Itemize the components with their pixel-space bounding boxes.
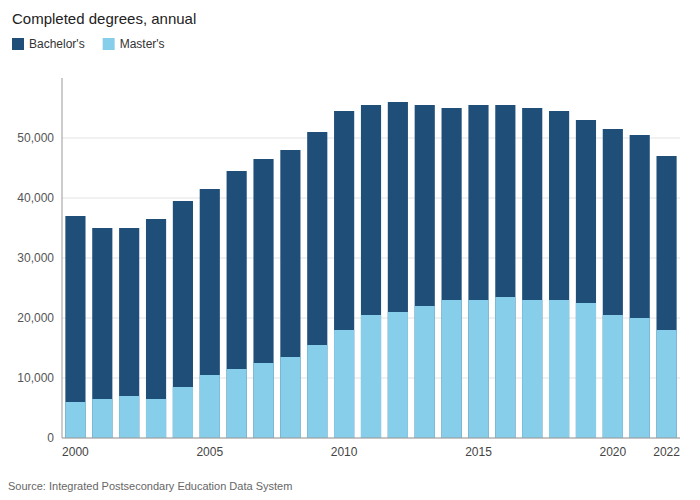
x-tick-label: 2022 (653, 445, 680, 459)
bar (468, 105, 488, 438)
bar (630, 135, 650, 438)
bar (227, 369, 247, 438)
bar (361, 105, 381, 438)
x-tick-label: 2005 (196, 445, 223, 459)
bar (280, 357, 300, 438)
bar (253, 159, 273, 438)
source-note: Source: Integrated Postsecondary Educati… (8, 480, 292, 492)
x-tick-label: 2020 (599, 445, 626, 459)
x-tick-label: 2000 (62, 445, 89, 459)
bar (522, 300, 542, 438)
bar (603, 315, 623, 438)
bar (630, 318, 650, 438)
bar (361, 315, 381, 438)
bar (253, 363, 273, 438)
x-axis: 2000 2005 2010 2015 2020 2022 (62, 445, 680, 459)
bar (656, 156, 676, 438)
y-tick-label: 30,000 (17, 251, 54, 265)
bars (65, 102, 676, 438)
x-tick-label: 2010 (331, 445, 358, 459)
bar (442, 300, 462, 438)
bar (307, 132, 327, 438)
y-tick-label: 40,000 (17, 191, 54, 205)
chart: Completed degrees, annual Bachelor's Maste… (0, 0, 700, 500)
title: Completed degrees, annual (12, 10, 196, 27)
bar (92, 399, 112, 438)
bar (334, 330, 354, 438)
bar (146, 219, 166, 438)
bar (173, 387, 193, 438)
bar (280, 150, 300, 438)
bar (442, 108, 462, 438)
bar (603, 129, 623, 438)
bar (65, 216, 85, 438)
legend-label: Bachelor's (29, 37, 85, 51)
bar (92, 228, 112, 438)
bar (495, 297, 515, 438)
bar (549, 300, 569, 438)
bar (146, 399, 166, 438)
bar (119, 396, 139, 438)
y-axis-line (62, 78, 63, 438)
bar (388, 312, 408, 438)
bar (415, 306, 435, 438)
bar (65, 402, 85, 438)
bar (576, 120, 596, 438)
bar (200, 189, 220, 438)
legend-label: Master's (120, 37, 165, 51)
bar (415, 105, 435, 438)
bar (388, 102, 408, 438)
bar (307, 345, 327, 438)
grid-line (62, 438, 680, 439)
bar (200, 375, 220, 438)
bar (173, 201, 193, 438)
x-tick-label: 2015 (465, 445, 492, 459)
bar (227, 171, 247, 438)
y-tick-label: 10,000 (17, 371, 54, 385)
legend-swatch (12, 38, 24, 50)
bar (334, 111, 354, 438)
x-axis-line (62, 438, 680, 439)
bar (549, 111, 569, 438)
legend-swatch (103, 38, 115, 50)
bar (576, 303, 596, 438)
bar (468, 300, 488, 438)
bar (522, 108, 542, 438)
legend: Bachelor's Master's (12, 37, 165, 51)
bar (119, 228, 139, 438)
bar (656, 330, 676, 438)
y-tick-label: 20,000 (17, 311, 54, 325)
y-tick-label: 0 (47, 431, 54, 445)
y-tick-label: 50,000 (17, 131, 54, 145)
bar (495, 105, 515, 438)
